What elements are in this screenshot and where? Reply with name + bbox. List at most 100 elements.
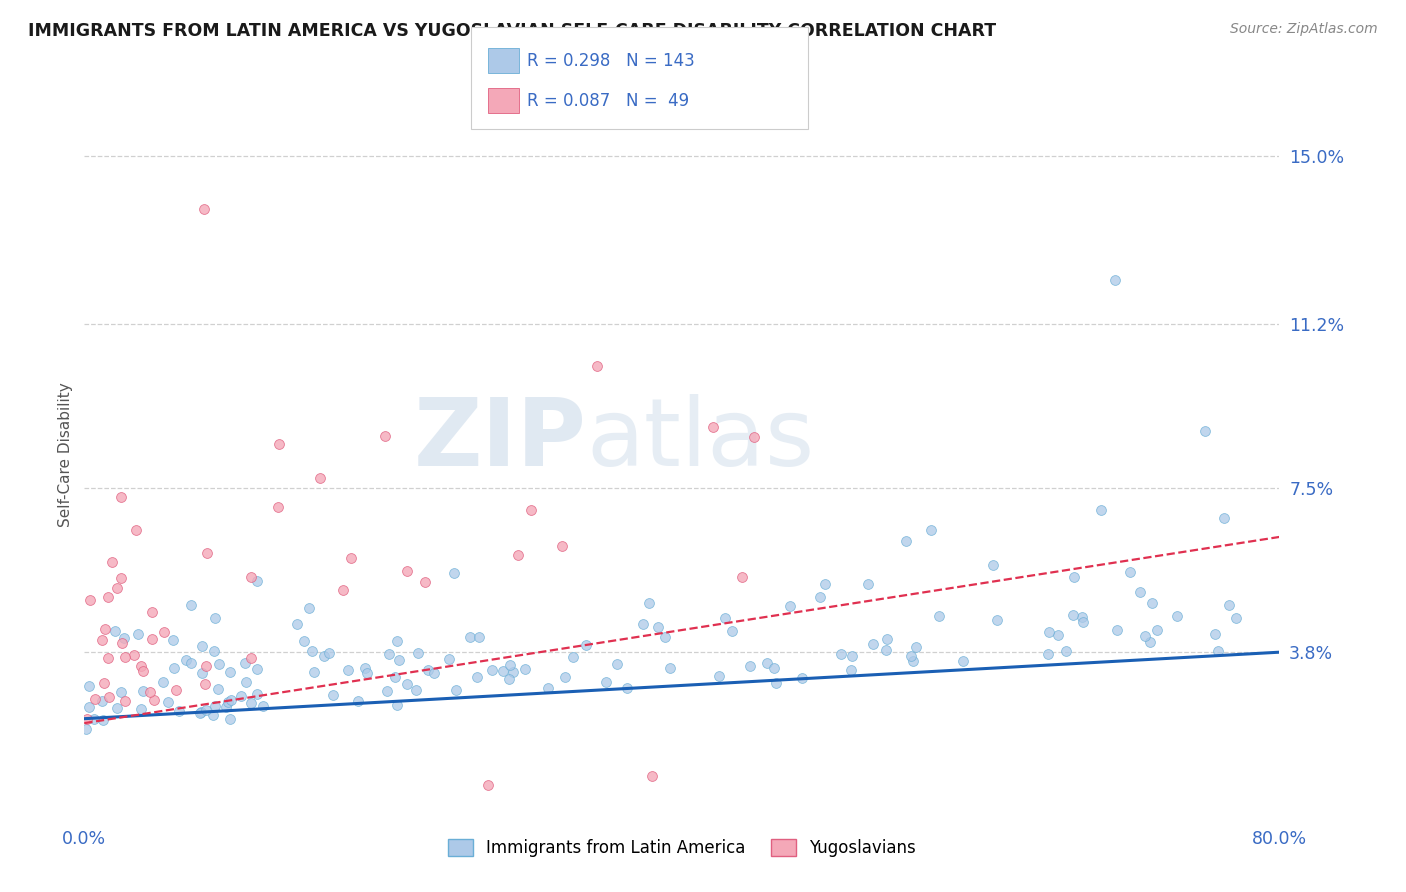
Point — [1166, 609, 1188, 624]
Point — [765, 675, 787, 690]
Point — [405, 682, 427, 697]
Point — [1063, 569, 1085, 583]
Point — [110, 685, 132, 699]
Point — [309, 471, 332, 485]
Point — [127, 627, 149, 641]
Point — [194, 676, 217, 690]
Point — [1133, 628, 1156, 642]
Point — [105, 701, 128, 715]
Point — [595, 674, 617, 689]
Point — [981, 558, 1004, 572]
Point — [191, 640, 214, 654]
Point — [93, 713, 115, 727]
Point — [129, 659, 152, 673]
Point — [755, 657, 778, 671]
Point — [204, 611, 226, 625]
Point — [1146, 623, 1168, 637]
Point — [201, 707, 224, 722]
Point — [1071, 609, 1094, 624]
Point — [443, 566, 465, 580]
Point — [720, 624, 742, 638]
Point — [395, 564, 418, 578]
Point — [1225, 611, 1247, 625]
Point — [240, 570, 263, 584]
Point — [233, 656, 256, 670]
Point — [246, 574, 269, 589]
Point — [114, 649, 136, 664]
Point — [125, 523, 148, 537]
Text: IMMIGRANTS FROM LATIN AMERICA VS YUGOSLAVIAN SELF-CARE DISABILITY CORRELATION CH: IMMIGRANTS FROM LATIN AMERICA VS YUGOSLA… — [28, 22, 997, 40]
Point — [157, 695, 180, 709]
Point — [163, 661, 186, 675]
Point — [93, 676, 115, 690]
Point — [180, 657, 202, 671]
Point — [1129, 585, 1152, 599]
Point — [302, 665, 325, 680]
Point — [112, 631, 135, 645]
Point — [318, 647, 340, 661]
Point — [332, 582, 354, 597]
Point — [218, 665, 240, 680]
Point — [1038, 624, 1060, 639]
Point — [875, 643, 897, 657]
Point — [1071, 615, 1094, 630]
Point — [132, 684, 155, 698]
Point — [928, 609, 950, 624]
Point — [481, 663, 503, 677]
Point — [465, 670, 488, 684]
Point — [162, 632, 184, 647]
Point — [790, 671, 813, 685]
Point — [499, 658, 522, 673]
Point — [460, 630, 482, 644]
Point — [132, 664, 155, 678]
Point — [638, 596, 661, 610]
Point — [520, 502, 543, 516]
Point — [385, 698, 408, 713]
Point — [444, 683, 467, 698]
Point — [631, 616, 654, 631]
Point — [1104, 273, 1126, 287]
Point — [841, 649, 863, 664]
Point — [77, 700, 100, 714]
Point — [616, 681, 638, 695]
Point — [1194, 424, 1216, 438]
Point — [900, 649, 922, 664]
Point — [1046, 628, 1069, 642]
Point — [105, 581, 128, 595]
Point — [388, 652, 411, 666]
Point — [554, 670, 576, 684]
Point — [122, 648, 145, 663]
Point — [246, 687, 269, 701]
Point — [986, 613, 1008, 627]
Point — [491, 665, 513, 679]
Point — [839, 664, 862, 678]
Point — [763, 661, 786, 675]
Point — [1107, 623, 1129, 637]
Point — [779, 599, 801, 613]
Point — [1213, 511, 1236, 525]
Point — [1090, 502, 1112, 516]
Point — [1204, 627, 1226, 641]
Point — [152, 675, 174, 690]
Point — [141, 605, 163, 619]
Point — [188, 706, 211, 720]
Point — [502, 665, 524, 680]
Point — [551, 539, 574, 553]
Point — [217, 695, 239, 709]
Point — [575, 638, 598, 652]
Point — [110, 571, 132, 585]
Point — [337, 663, 360, 677]
Point — [287, 617, 309, 632]
Point — [515, 662, 537, 676]
Point — [1054, 644, 1077, 658]
Point — [165, 683, 187, 698]
Point — [218, 712, 240, 726]
Point — [235, 674, 257, 689]
Point — [702, 420, 724, 434]
Point — [647, 620, 669, 634]
Point — [654, 630, 676, 644]
Point — [110, 490, 132, 504]
Point — [292, 633, 315, 648]
Point — [437, 651, 460, 665]
Point — [97, 591, 120, 605]
